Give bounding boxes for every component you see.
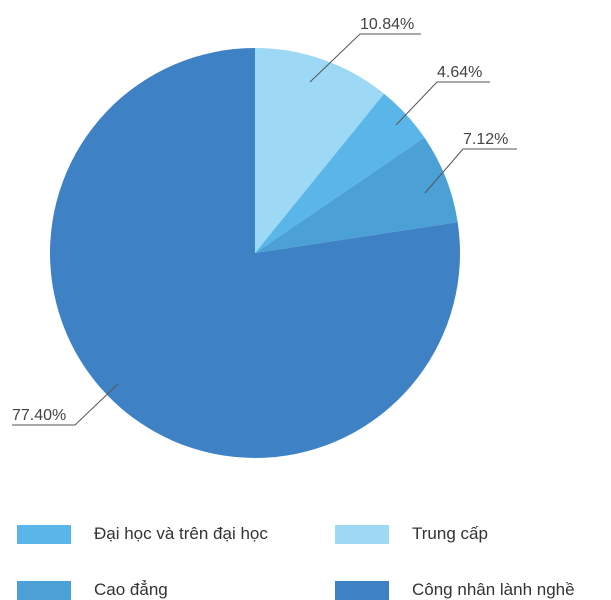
legend-swatch xyxy=(335,524,389,544)
legend-item-dai-hoc: Đại học và trên đại học xyxy=(17,524,268,544)
legend-swatch xyxy=(17,524,71,544)
pie-slice-1 xyxy=(255,48,385,253)
legend-label: Trung cấp xyxy=(412,524,488,543)
legend-item-cao-dang: Cao đẳng xyxy=(17,580,168,600)
data-label-4: 77.40% xyxy=(12,407,66,424)
legend-item-cong-nhan: Công nhân lành nghề xyxy=(335,580,575,600)
pie-slice-3 xyxy=(255,137,458,253)
legend-label: Đại học và trên đại học xyxy=(94,524,268,543)
leader-line-1 xyxy=(309,33,421,83)
pie-slice-4 xyxy=(49,48,460,458)
leader-line-3 xyxy=(424,148,517,194)
legend-label: Công nhân lành nghề xyxy=(412,580,575,599)
legend-label: Cao đẳng xyxy=(94,580,168,599)
data-label-3: 7.12% xyxy=(463,131,508,148)
leader-line-2 xyxy=(395,81,490,126)
legend-swatch xyxy=(335,580,389,600)
legend-item-trung-cap: Trung cấp xyxy=(335,524,488,544)
pie-slice-2 xyxy=(255,93,425,253)
data-label-2: 4.64% xyxy=(437,64,482,81)
leader-line-4 xyxy=(12,383,119,426)
data-label-1: 10.84% xyxy=(360,16,414,33)
legend-swatch xyxy=(17,580,71,600)
pie-chart: 10.84% 4.64% 7.12% 77.40% xyxy=(12,16,517,458)
